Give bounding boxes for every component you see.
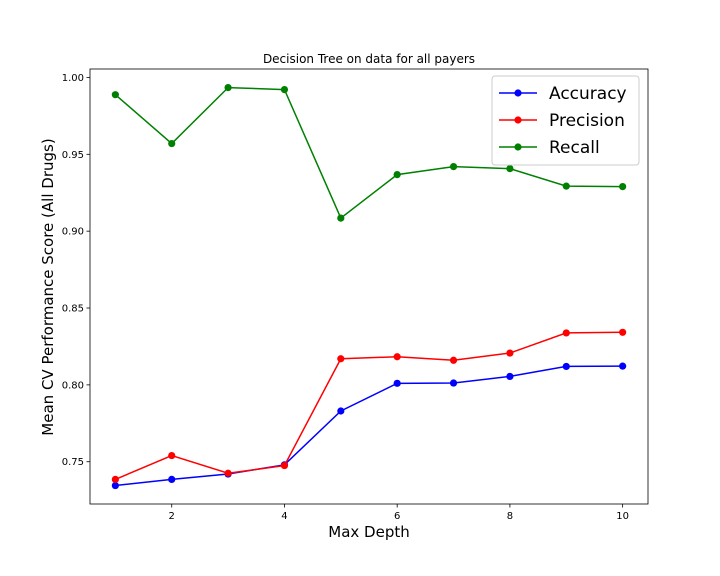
x-tick-label: 4 <box>281 511 287 522</box>
y-tick-label: 0.75 <box>62 457 84 468</box>
legend-label-precision: Precision <box>549 111 625 131</box>
x-axis-label: Max Depth <box>328 523 409 541</box>
legend-marker-accuracy <box>514 89 522 97</box>
data-point-precision <box>337 355 345 363</box>
y-tick-label: 0.85 <box>62 304 84 315</box>
data-point-recall <box>393 170 401 179</box>
y-tick-label: 0.95 <box>62 150 84 161</box>
data-point-accuracy <box>562 362 570 371</box>
data-point-precision <box>449 356 458 364</box>
data-point-accuracy <box>111 481 119 490</box>
plot-frame <box>89 68 649 505</box>
data-point-recall <box>111 91 119 99</box>
data-point-recall <box>506 165 514 173</box>
x-tick-label: 2 <box>169 511 175 522</box>
data-point-precision <box>506 349 514 357</box>
data-point-precision <box>393 353 401 361</box>
legend-label-recall: Recall <box>549 138 600 158</box>
x-tick-label: 6 <box>394 511 400 522</box>
legend-label-accuracy: Accuracy <box>549 84 627 104</box>
data-point-accuracy <box>619 362 627 370</box>
legend: Accuracy Precision Recall <box>491 75 640 166</box>
data-point-recall <box>337 214 345 222</box>
data-point-precision <box>280 461 289 470</box>
data-point-precision <box>224 469 232 477</box>
x-tick-label: 10 <box>616 511 629 522</box>
data-point-recall <box>619 182 627 191</box>
data-point-recall <box>168 139 176 148</box>
data-point-recall <box>562 182 570 190</box>
y-tick-label: 0.80 <box>62 380 84 391</box>
data-point-recall <box>224 83 232 92</box>
legend-box <box>491 75 640 166</box>
data-point-accuracy <box>449 379 458 387</box>
series-line-precision <box>115 331 623 481</box>
series-line-accuracy <box>115 365 623 487</box>
data-point-precision <box>168 451 176 460</box>
y-tick-label: 1.00 <box>62 73 84 84</box>
data-point-precision <box>111 475 119 484</box>
data-point-accuracy <box>337 407 345 415</box>
y-tick-label: 0.90 <box>62 227 84 238</box>
data-point-recall <box>449 163 458 171</box>
data-point-accuracy <box>506 372 514 381</box>
x-tick-label: 8 <box>507 511 513 522</box>
y-axis-label: Mean CV Performance Score (All Drugs) <box>39 138 57 435</box>
data-point-recall <box>280 85 289 94</box>
series-line-recall <box>114 86 623 220</box>
legend-marker-recall <box>514 143 522 151</box>
data-point-precision <box>562 329 570 337</box>
data-point-accuracy <box>168 475 176 484</box>
plot-area: 2 4 6 8 10 0.75 0.80 0.85 0.90 0.95 1.00 <box>62 68 649 522</box>
data-point-accuracy <box>393 379 401 387</box>
chart-title: Decision Tree on data for all payers <box>263 52 475 66</box>
data-point-precision <box>619 328 627 336</box>
legend-marker-precision <box>514 116 522 124</box>
